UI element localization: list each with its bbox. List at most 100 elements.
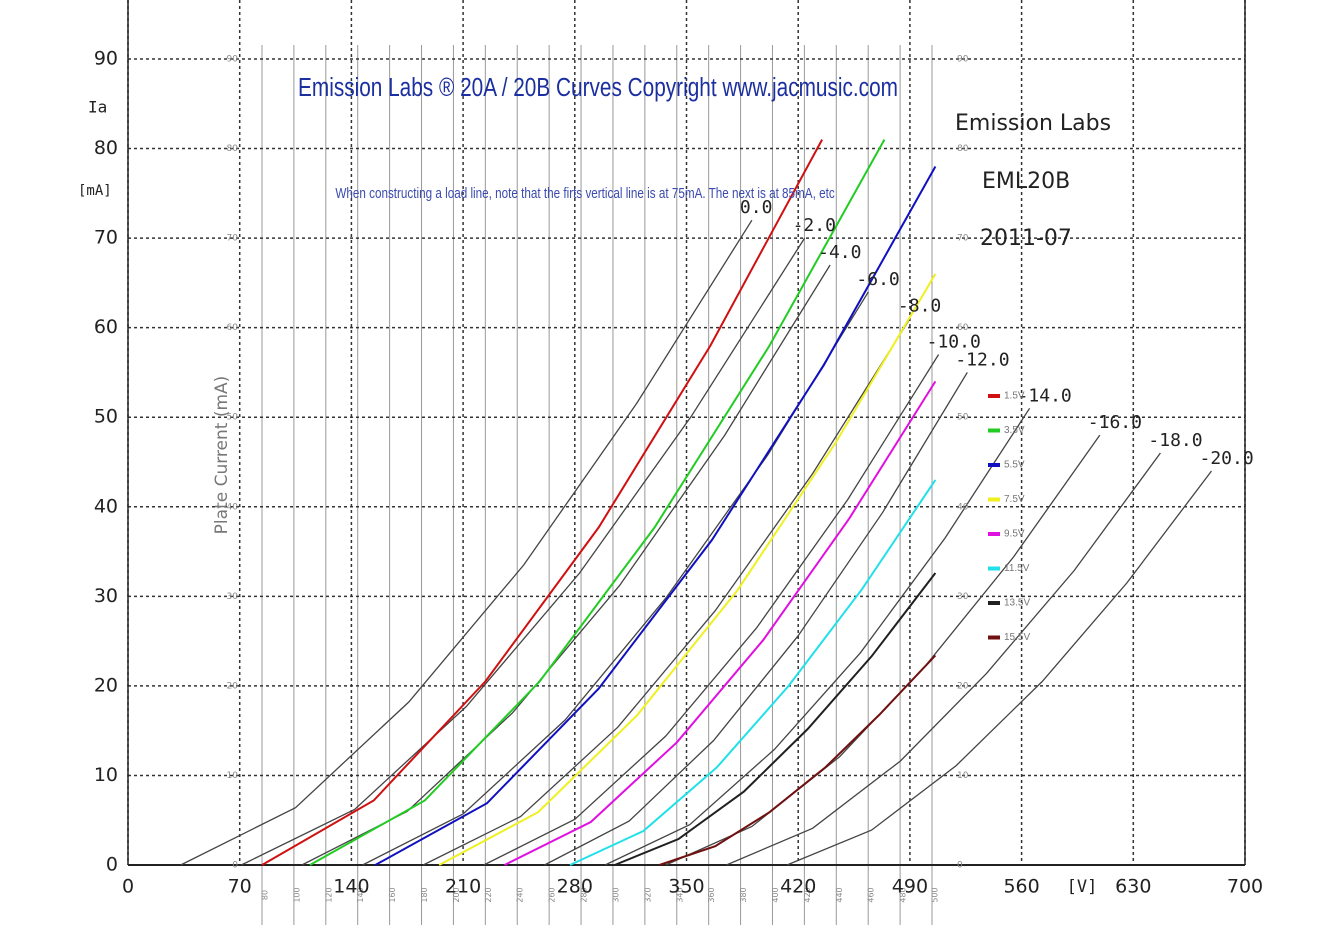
title: Emission Labs ® 20A / 20B Curves Copyrig… bbox=[298, 73, 898, 102]
curve bbox=[438, 273, 937, 866]
inner-x-tick-label: 300 bbox=[611, 887, 620, 902]
inner-y-tick-label: 90 bbox=[227, 55, 239, 65]
inner-x-tick-label: 400 bbox=[771, 887, 780, 902]
inner-x-tick-label: 180 bbox=[420, 887, 429, 902]
inner-y-tick-label: 10 bbox=[957, 771, 969, 781]
y-tick-label: 0 bbox=[106, 854, 118, 876]
curve-label: 0.0 bbox=[740, 197, 773, 218]
curve bbox=[544, 372, 968, 866]
inner-x-tick-label: 260 bbox=[548, 887, 557, 902]
x-tick-label: 280 bbox=[557, 876, 593, 898]
inner-y-tick-label: 30 bbox=[227, 592, 239, 602]
inner-y-tick-label: 50 bbox=[227, 413, 239, 423]
legend-label: 9.5V bbox=[1004, 529, 1025, 540]
y-tick-label: 40 bbox=[94, 495, 118, 517]
legend-label: 15.5V bbox=[1004, 632, 1030, 643]
inner-x-tick-label: 100 bbox=[292, 887, 301, 902]
inner-x-tick-label: 160 bbox=[388, 887, 397, 902]
x-tick-label: 70 bbox=[228, 876, 252, 898]
curve bbox=[309, 139, 886, 866]
curve-label: -12.0 bbox=[955, 349, 1009, 370]
legend-label: 1.5V bbox=[1004, 391, 1025, 402]
x-tick-label: 560 bbox=[1003, 876, 1039, 898]
brand: Emission Labs bbox=[955, 111, 1111, 136]
inner-y-tick-label: 90 bbox=[957, 55, 969, 65]
x-tick-label: 0 bbox=[122, 876, 134, 898]
y-tick-label: 20 bbox=[94, 674, 118, 696]
x-tick-label: 490 bbox=[892, 876, 928, 898]
curve-label: -14.0 bbox=[1018, 385, 1072, 406]
inner-y-tick-label: 60 bbox=[227, 323, 239, 333]
y-tick-label: 90 bbox=[94, 48, 118, 70]
inner-x-tick-label: 80 bbox=[261, 890, 270, 900]
inner-y-tick-label: 50 bbox=[957, 413, 969, 423]
x-tick-label: 420 bbox=[780, 876, 816, 898]
x-tick-label: 140 bbox=[333, 876, 369, 898]
y-tick-label: 80 bbox=[94, 137, 118, 159]
curve bbox=[659, 654, 937, 866]
curve-label: -8.0 bbox=[898, 296, 941, 317]
inner-x-tick-label: 200 bbox=[452, 887, 461, 902]
x-tick-label: 630 bbox=[1115, 876, 1151, 898]
y-tick-label: 10 bbox=[94, 764, 118, 786]
inner-y-tick-label: 10 bbox=[227, 771, 239, 781]
inner-y-tick-label: 80 bbox=[227, 144, 239, 154]
inner-y-tick-label: 0 bbox=[232, 861, 238, 871]
curve-label: -16.0 bbox=[1088, 412, 1142, 433]
inner-x-tick-label: 340 bbox=[675, 887, 684, 902]
inner-x-tick-label: 500 bbox=[931, 887, 940, 902]
y-tick-label: 60 bbox=[94, 316, 118, 338]
legend-label: 5.5V bbox=[1004, 460, 1025, 471]
curve bbox=[374, 166, 937, 866]
date: 2011-07 bbox=[980, 226, 1072, 251]
x-unit: [V] bbox=[1067, 877, 1098, 897]
curve bbox=[180, 219, 753, 866]
curve bbox=[241, 237, 806, 866]
inner-x-tick-label: 320 bbox=[643, 887, 652, 902]
curve-label: -6.0 bbox=[856, 269, 899, 290]
inner-x-tick-label: 480 bbox=[899, 887, 908, 902]
x-tick-label: 210 bbox=[445, 876, 481, 898]
inner-y-tick-label: 70 bbox=[957, 234, 969, 244]
legend-label: 13.5V bbox=[1004, 598, 1030, 609]
inner-y-tick-label: 40 bbox=[227, 502, 239, 512]
inner-y-tick-label: 40 bbox=[957, 502, 969, 512]
legend-label: 11.5V bbox=[1004, 563, 1030, 574]
curve-label: -20.0 bbox=[1199, 448, 1253, 469]
inner-y-tick-label: 80 bbox=[957, 144, 969, 154]
y-tick-label: 70 bbox=[94, 227, 118, 249]
curve bbox=[569, 479, 937, 866]
inner-x-tick-label: 240 bbox=[516, 887, 525, 902]
curve-label: -4.0 bbox=[818, 242, 861, 263]
inner-x-tick-label: 460 bbox=[867, 887, 876, 902]
inner-y-tick-label: 70 bbox=[227, 234, 239, 244]
inner-y-tick-label: 60 bbox=[957, 323, 969, 333]
inner-y-tick-label: 30 bbox=[957, 592, 969, 602]
x-tick-label: 700 bbox=[1227, 876, 1263, 898]
inner-x-tick-label: 420 bbox=[803, 887, 812, 902]
x-tick-label: 350 bbox=[668, 876, 704, 898]
curve bbox=[604, 407, 1031, 866]
y-tick-label: 30 bbox=[94, 585, 118, 607]
inner-y-tick-label: 0 bbox=[957, 861, 963, 871]
inner-x-tick-label: 360 bbox=[707, 887, 716, 902]
inner-panel bbox=[255, 45, 945, 925]
model: EML20B bbox=[982, 169, 1070, 194]
curve-label: -2.0 bbox=[793, 215, 836, 236]
curve bbox=[726, 452, 1161, 866]
y-label-short: Ia bbox=[88, 98, 107, 117]
legend-label: 3.5V bbox=[1004, 425, 1025, 436]
note: When constructing a load line, note that… bbox=[335, 185, 835, 202]
inner-x-tick-label: 120 bbox=[324, 887, 333, 902]
curve bbox=[786, 470, 1213, 866]
inner-x-tick-label: 440 bbox=[835, 887, 844, 902]
y-unit: [mA] bbox=[78, 183, 112, 199]
curve bbox=[422, 318, 911, 866]
inner-x-tick-label: 220 bbox=[484, 887, 493, 902]
y-tick-label: 50 bbox=[94, 406, 118, 428]
curve bbox=[261, 139, 823, 866]
inner-y-tick-label: 20 bbox=[227, 681, 239, 691]
curve bbox=[614, 572, 937, 866]
inner-x-tick-label: 140 bbox=[356, 887, 365, 902]
